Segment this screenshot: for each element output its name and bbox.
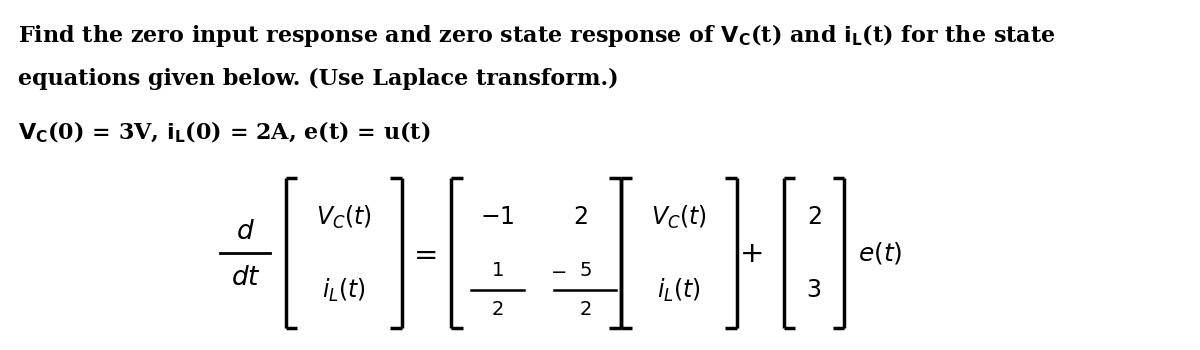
Text: $i_L(t)$: $i_L(t)$ xyxy=(656,276,701,304)
Text: $1$: $1$ xyxy=(491,262,504,280)
Text: $2$: $2$ xyxy=(578,301,592,319)
Text: Find the zero input response and zero state response of $\mathbf{V_C}$(t) and $\: Find the zero input response and zero st… xyxy=(18,22,1055,49)
Text: $3$: $3$ xyxy=(806,278,822,302)
Text: $i_L(t)$: $i_L(t)$ xyxy=(322,276,366,304)
Text: $d$: $d$ xyxy=(236,219,254,244)
Text: $5$: $5$ xyxy=(578,262,592,280)
Text: $V_C(t)$: $V_C(t)$ xyxy=(316,203,372,231)
Text: $e(t)$: $e(t)$ xyxy=(858,240,902,266)
Text: $\mathbf{V_C}$(0) = 3V, $\mathbf{i_L}$(0) = 2A, e(t) = u(t): $\mathbf{V_C}$(0) = 3V, $\mathbf{i_L}$(0… xyxy=(18,119,430,145)
Text: $2$: $2$ xyxy=(491,301,504,319)
Text: $V_C(t)$: $V_C(t)$ xyxy=(650,203,707,231)
Text: $2$: $2$ xyxy=(574,205,588,229)
Text: $2$: $2$ xyxy=(806,205,821,229)
Text: $-$: $-$ xyxy=(550,262,566,280)
Text: equations given below. (Use Laplace transform.): equations given below. (Use Laplace tran… xyxy=(18,68,618,90)
Text: $+$: $+$ xyxy=(739,239,762,268)
Text: $=$: $=$ xyxy=(408,239,437,268)
Text: $dt$: $dt$ xyxy=(230,265,260,290)
Text: $-1$: $-1$ xyxy=(480,205,515,229)
